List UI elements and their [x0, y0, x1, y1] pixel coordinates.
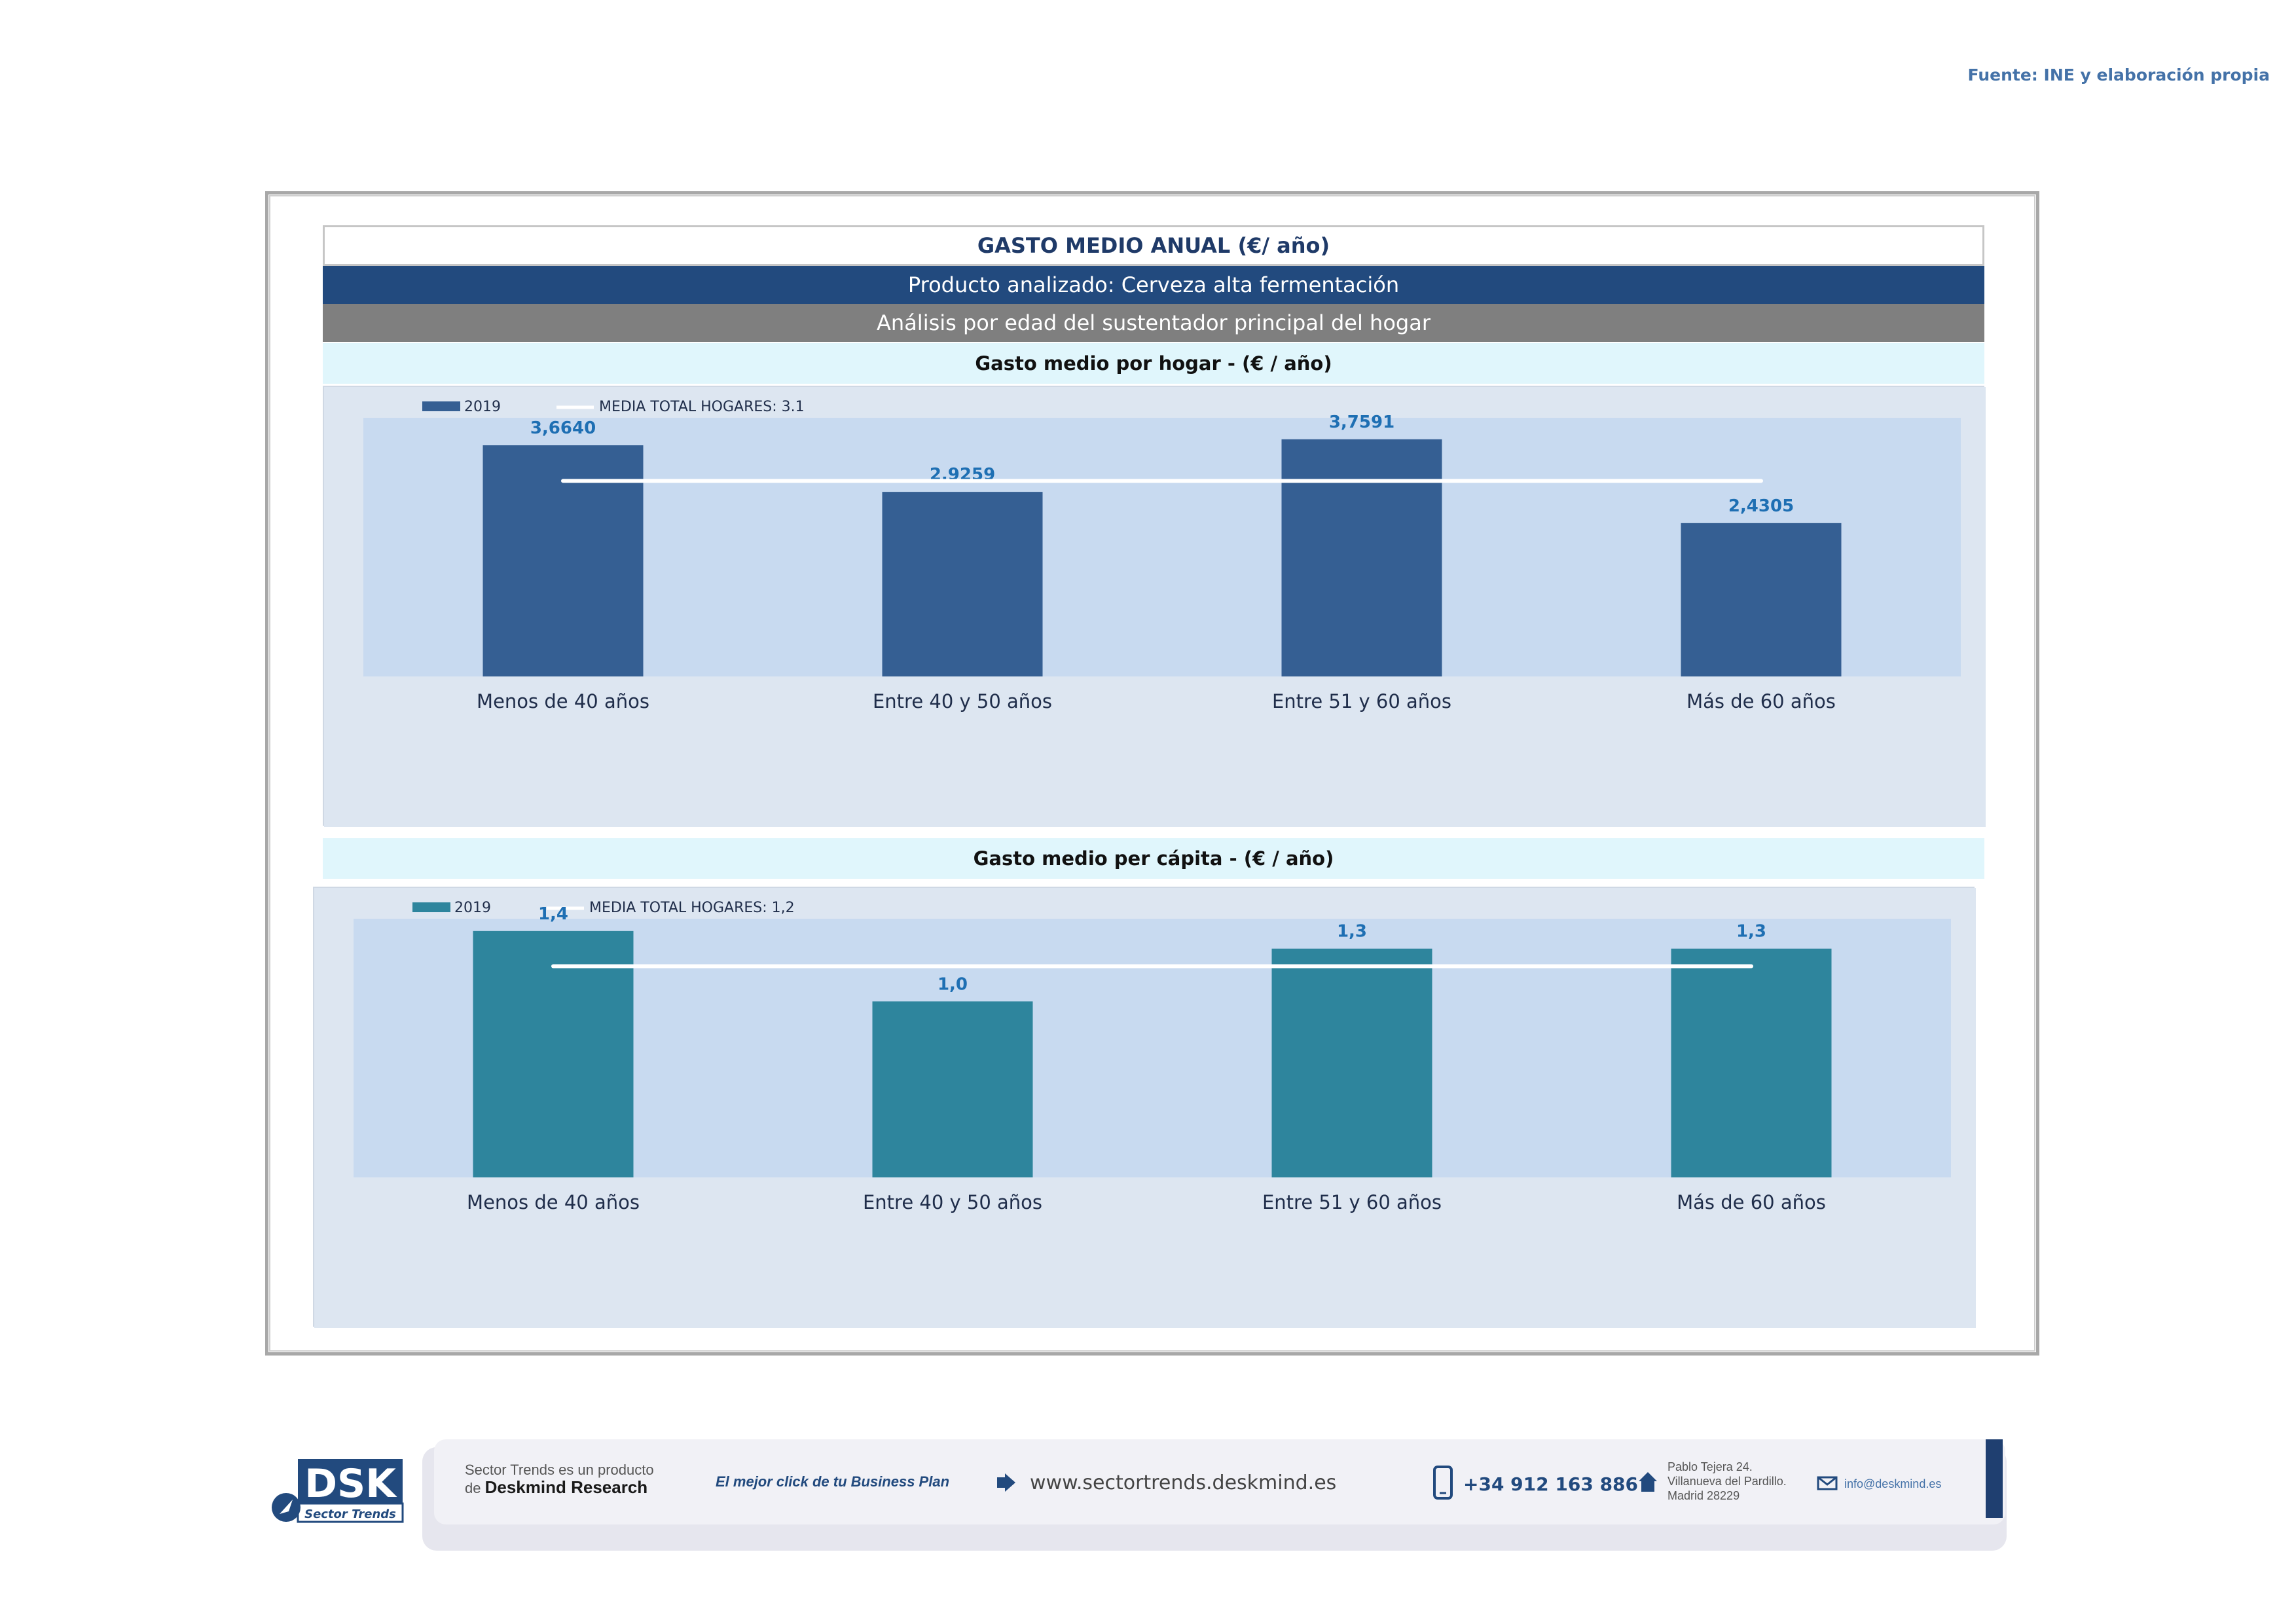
bar — [882, 492, 1043, 676]
link-arrow-icon — [997, 1473, 1015, 1492]
category-tick-label: Entre 40 y 50 años — [873, 690, 1052, 712]
bar-value-label: 1,3 — [1736, 922, 1766, 942]
bar — [1281, 439, 1442, 676]
bar — [473, 931, 634, 1177]
cursor-arrow-icon — [280, 1500, 293, 1514]
bar — [1671, 948, 1832, 1177]
dsk-logo: DSK Sector Trends — [272, 1459, 404, 1523]
category-tick-label: Más de 60 años — [1686, 690, 1836, 712]
footer-graphic: DSK Sector Trends Sector Trends es un pr… — [272, 1439, 2007, 1551]
footer-address-line1: Pablo Tejera 24. — [1667, 1460, 1753, 1473]
bar-value-label: 3,7591 — [1329, 413, 1394, 432]
chart-title-hogar: Gasto medio por hogar - (€ / año) — [323, 343, 1984, 384]
footer-panel — [434, 1439, 2005, 1524]
mail-icon — [1817, 1476, 1838, 1490]
legend-label-series: 2019 — [464, 399, 501, 415]
footer-slogan: El mejor click de tu Business Plan — [716, 1473, 949, 1490]
chart-gasto-hogar: 2019 MEDIA TOTAL HOGARES: 3.1 3,6640 Menos … — [323, 386, 1986, 827]
category-tick-label: Menos de 40 años — [467, 1191, 640, 1213]
phone-icon — [1433, 1466, 1453, 1500]
home-icon — [1639, 1472, 1657, 1492]
chart-title-capita: Gasto medio per cápita - (€ / año) — [323, 838, 1984, 879]
dsk-logo-text: DSK — [304, 1461, 397, 1507]
category-tick-label: Entre 51 y 60 años — [1272, 690, 1451, 712]
chart-legend: 2019 MEDIA TOTAL HOGARES: 3.1 — [422, 399, 805, 415]
report-title: GASTO MEDIO ANUAL (€/ año) — [323, 225, 1984, 266]
legend-swatch-series — [412, 902, 450, 912]
chart-legend: 2019 MEDIA TOTAL HOGARES: 1,2 — [412, 900, 795, 916]
bar-value-label: 1,3 — [1337, 922, 1367, 942]
footer-website[interactable]: www.sectortrends.deskmind.es — [1030, 1471, 1336, 1494]
footer-banner: DSK Sector Trends Sector Trends es un pr… — [265, 1434, 2020, 1555]
bar — [1681, 523, 1842, 676]
category-tick-label: Entre 51 y 60 años — [1262, 1191, 1442, 1213]
bar — [1271, 948, 1432, 1177]
chart-svg: 2019 MEDIA TOTAL HOGARES: 1,2 1,4 Menos de … — [314, 888, 1976, 1328]
category-tick-label: Más de 60 años — [1677, 1191, 1826, 1213]
category-tick-label: Menos de 40 años — [477, 690, 649, 712]
chart-gasto-capita: 2019 MEDIA TOTAL HOGARES: 1,2 1,4 Menos de … — [313, 887, 1976, 1328]
legend-label-series: 2019 — [454, 900, 491, 916]
bar-value-label: 2,4305 — [1728, 496, 1794, 516]
legend-label-average: MEDIA TOTAL HOGARES: 3.1 — [599, 399, 805, 415]
bar-value-label: 3,6640 — [530, 418, 596, 438]
analysis-banner: Análisis por edad del sustentador princi… — [323, 304, 1984, 342]
footer-product-line2: de Deskmind Research — [465, 1477, 647, 1497]
product-banner: Producto analizado: Cerveza alta ferment… — [323, 266, 1984, 304]
bar-value-label: 1,0 — [938, 974, 968, 994]
dsk-logo-sub: Sector Trends — [304, 1507, 396, 1521]
footer-product-prefix: de — [465, 1480, 485, 1496]
dsk-logo-sub-box — [297, 1502, 404, 1523]
bar — [872, 1001, 1033, 1177]
category-tick-label: Entre 40 y 50 años — [863, 1191, 1042, 1213]
bar-value-label: 1,4 — [538, 904, 568, 924]
footer-product-brand: Deskmind Research — [485, 1477, 648, 1497]
legend-label-average: MEDIA TOTAL HOGARES: 1,2 — [589, 900, 795, 916]
legend-swatch-series — [422, 401, 460, 411]
footer-address-line2: Villanueva del Pardillo. — [1667, 1475, 1787, 1488]
dsk-logo-block — [298, 1459, 403, 1505]
bar — [483, 445, 644, 676]
footer-product-line1: Sector Trends es un producto — [465, 1462, 654, 1478]
footer-email[interactable]: info@deskmind.es — [1844, 1477, 1941, 1490]
footer-address-line3: Madrid 28229 — [1667, 1489, 1740, 1502]
footer-accent-bar — [1986, 1439, 2003, 1518]
source-note: Fuente: INE y elaboración propia — [1967, 65, 2270, 84]
chart-svg: 2019 MEDIA TOTAL HOGARES: 3.13,6640 Menos … — [324, 387, 1986, 827]
footer-phone: +34 912 163 886 — [1463, 1473, 1638, 1495]
